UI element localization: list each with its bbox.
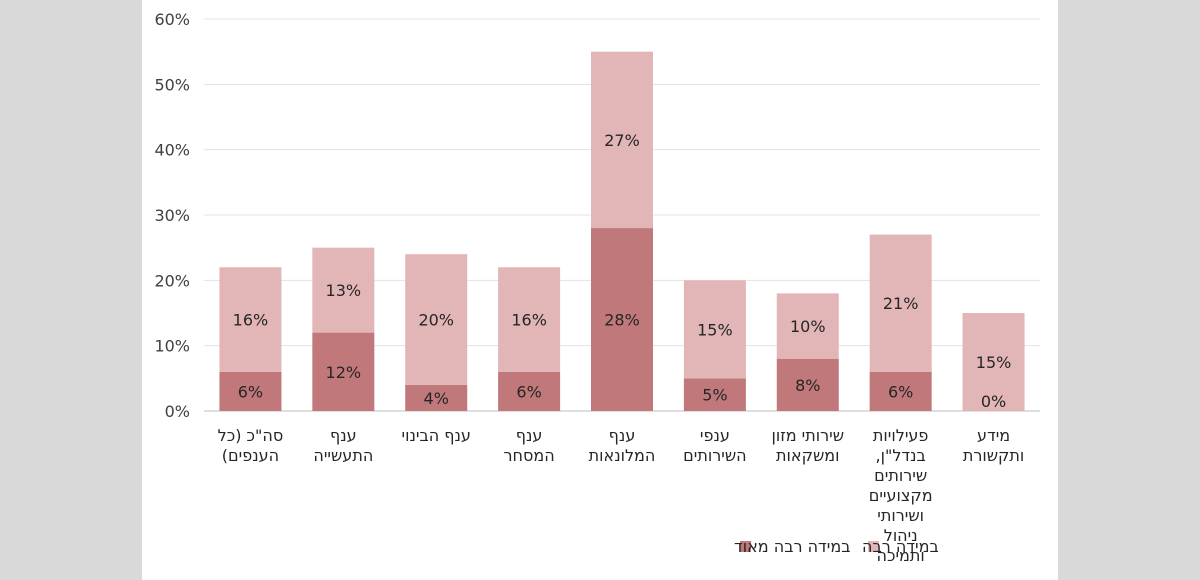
data-label: 0%	[981, 392, 1006, 411]
category-label: ענף הבינוי	[402, 426, 471, 445]
y-tick-label: 30%	[154, 206, 190, 225]
category-label: ענף המלונאות	[589, 426, 656, 465]
bar-segment	[498, 371, 561, 411]
data-label: 15%	[976, 353, 1012, 372]
chart-panel: 0% 10% 20% 30% 40% 50% 60% 6% 16% 12% 13% 4% 20% 6% 1…	[142, 0, 1058, 580]
data-label: 16%	[233, 311, 269, 330]
y-tick-label: 50%	[154, 75, 190, 94]
category-label: ענף המסחר	[504, 426, 555, 465]
legend-item: במידה רבה	[862, 537, 939, 556]
bars	[219, 51, 1025, 411]
bar-segment	[219, 371, 282, 411]
bar-segment	[498, 267, 561, 372]
legend-swatch	[868, 541, 879, 552]
category-labels: סה"כ (כל הענפים) ענף התעשייה ענף הבינוי ענף המ…	[218, 426, 1025, 565]
bar-segment	[869, 371, 932, 411]
data-label: 15%	[697, 320, 733, 339]
data-label: 20%	[418, 311, 454, 330]
legend-label: במידה רבה מאוד	[734, 537, 850, 556]
stacked-bar-chart: 0% 10% 20% 30% 40% 50% 60% 6% 16% 12% 13% 4% 20% 6% 1…	[154, 10, 1040, 565]
bar-segment	[776, 358, 839, 411]
data-label: 10%	[790, 317, 826, 336]
data-label: 5%	[702, 386, 727, 405]
y-axis-ticks: 0% 10% 20% 30% 40% 50% 60%	[154, 10, 190, 421]
category-label: ענף התעשייה	[313, 426, 373, 465]
data-label: 6%	[238, 382, 263, 401]
data-label: 6%	[888, 382, 913, 401]
y-tick-label: 10%	[154, 337, 190, 356]
bar-segment	[219, 267, 282, 372]
legend-swatch	[740, 541, 751, 552]
legend-item: במידה רבה מאוד	[734, 537, 850, 556]
category-label: פעילויות בנדל"ן, שירותים מקצועיים ושירותי ניה…	[869, 426, 933, 565]
data-label: 8%	[795, 376, 820, 395]
bar-segment	[312, 332, 375, 411]
y-tick-label: 60%	[154, 10, 190, 29]
data-label: 13%	[326, 281, 362, 300]
y-tick-label: 0%	[165, 402, 190, 421]
category-label: ענפי השירותים	[683, 426, 746, 465]
category-label: סה"כ (כל הענפים)	[218, 426, 284, 465]
bar-segment	[683, 280, 746, 379]
bar-segment	[962, 313, 1025, 411]
bar-segment	[405, 384, 468, 411]
bar-segment	[776, 293, 839, 359]
y-tick-label: 20%	[154, 271, 190, 290]
data-label: 6%	[516, 382, 541, 401]
data-labels: 6% 16% 12% 13% 4% 20% 6% 16% 28% 27% 5% 15% 8% 10% 6% 2…	[233, 131, 1012, 411]
data-label: 12%	[326, 363, 362, 382]
data-label: 4%	[424, 389, 449, 408]
data-label: 28%	[604, 311, 640, 330]
data-label: 21%	[883, 294, 919, 313]
legend-label: במידה רבה	[862, 537, 939, 556]
bar-segment	[591, 228, 653, 411]
y-tick-label: 40%	[154, 141, 190, 160]
data-label: 16%	[511, 311, 547, 330]
bar-segment	[683, 378, 746, 411]
bar-segment	[591, 51, 653, 229]
category-label: מידע ותקשורת	[963, 426, 1024, 465]
bar-segment	[405, 254, 468, 385]
category-label: שירותי מזון ומשקאות	[771, 426, 844, 465]
bar-segment	[312, 247, 375, 333]
legend: במידה רבה במידה רבה מאוד	[734, 537, 939, 556]
bar-segment	[869, 234, 932, 372]
data-label: 27%	[604, 131, 640, 150]
